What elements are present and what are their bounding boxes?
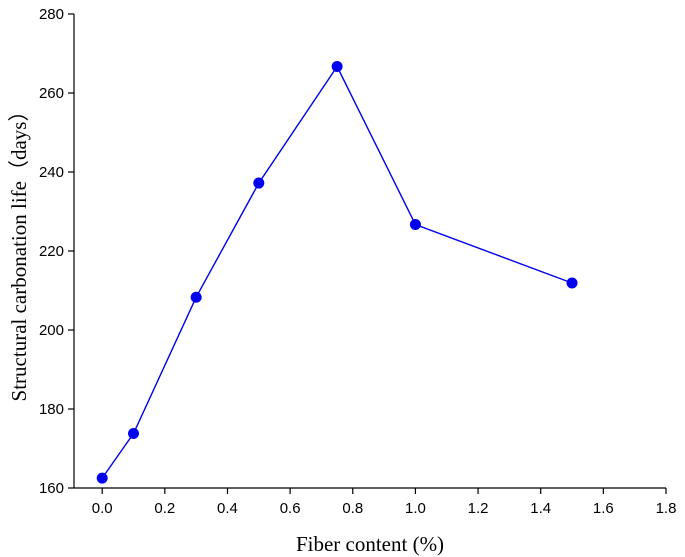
data-point bbox=[190, 291, 202, 303]
x-tick-label: 1.0 bbox=[405, 500, 426, 517]
y-axis-ticks: 160 180 200 220 240 260 280 bbox=[39, 6, 74, 497]
y-tick-label: 200 bbox=[39, 322, 64, 339]
data-point bbox=[96, 472, 108, 484]
y-axis-title: Structural carbonation life（days） bbox=[7, 101, 31, 402]
x-axis-ticks: 0.0 0.2 0.4 0.6 0.8 1.0 1.2 1.4 1.6 1.8 bbox=[92, 488, 677, 517]
data-point bbox=[331, 61, 343, 73]
x-axis-title: Fiber content (%) bbox=[296, 532, 444, 556]
data-point bbox=[409, 219, 421, 231]
x-tick-label: 0.6 bbox=[280, 500, 301, 517]
x-tick-label: 1.2 bbox=[468, 500, 489, 517]
data-point bbox=[253, 177, 265, 189]
x-tick-label: 1.8 bbox=[656, 500, 677, 517]
data-point bbox=[566, 277, 578, 289]
x-tick-label: 0.4 bbox=[217, 500, 238, 517]
y-tick-label: 260 bbox=[39, 85, 64, 102]
y-tick-label: 180 bbox=[39, 401, 64, 418]
series-line bbox=[101, 65, 573, 479]
x-tick-label: 1.4 bbox=[530, 500, 551, 517]
x-tick-label: 0.8 bbox=[342, 500, 363, 517]
y-tick-label: 280 bbox=[39, 6, 64, 23]
y-tick-label: 240 bbox=[39, 164, 64, 181]
y-tick-label: 220 bbox=[39, 243, 64, 260]
x-tick-label: 0.0 bbox=[92, 500, 113, 517]
x-tick-label: 0.2 bbox=[154, 500, 175, 517]
y-tick-label: 160 bbox=[39, 480, 64, 497]
x-tick-label: 1.6 bbox=[593, 500, 614, 517]
series-layer bbox=[96, 61, 578, 484]
data-point bbox=[128, 427, 140, 439]
